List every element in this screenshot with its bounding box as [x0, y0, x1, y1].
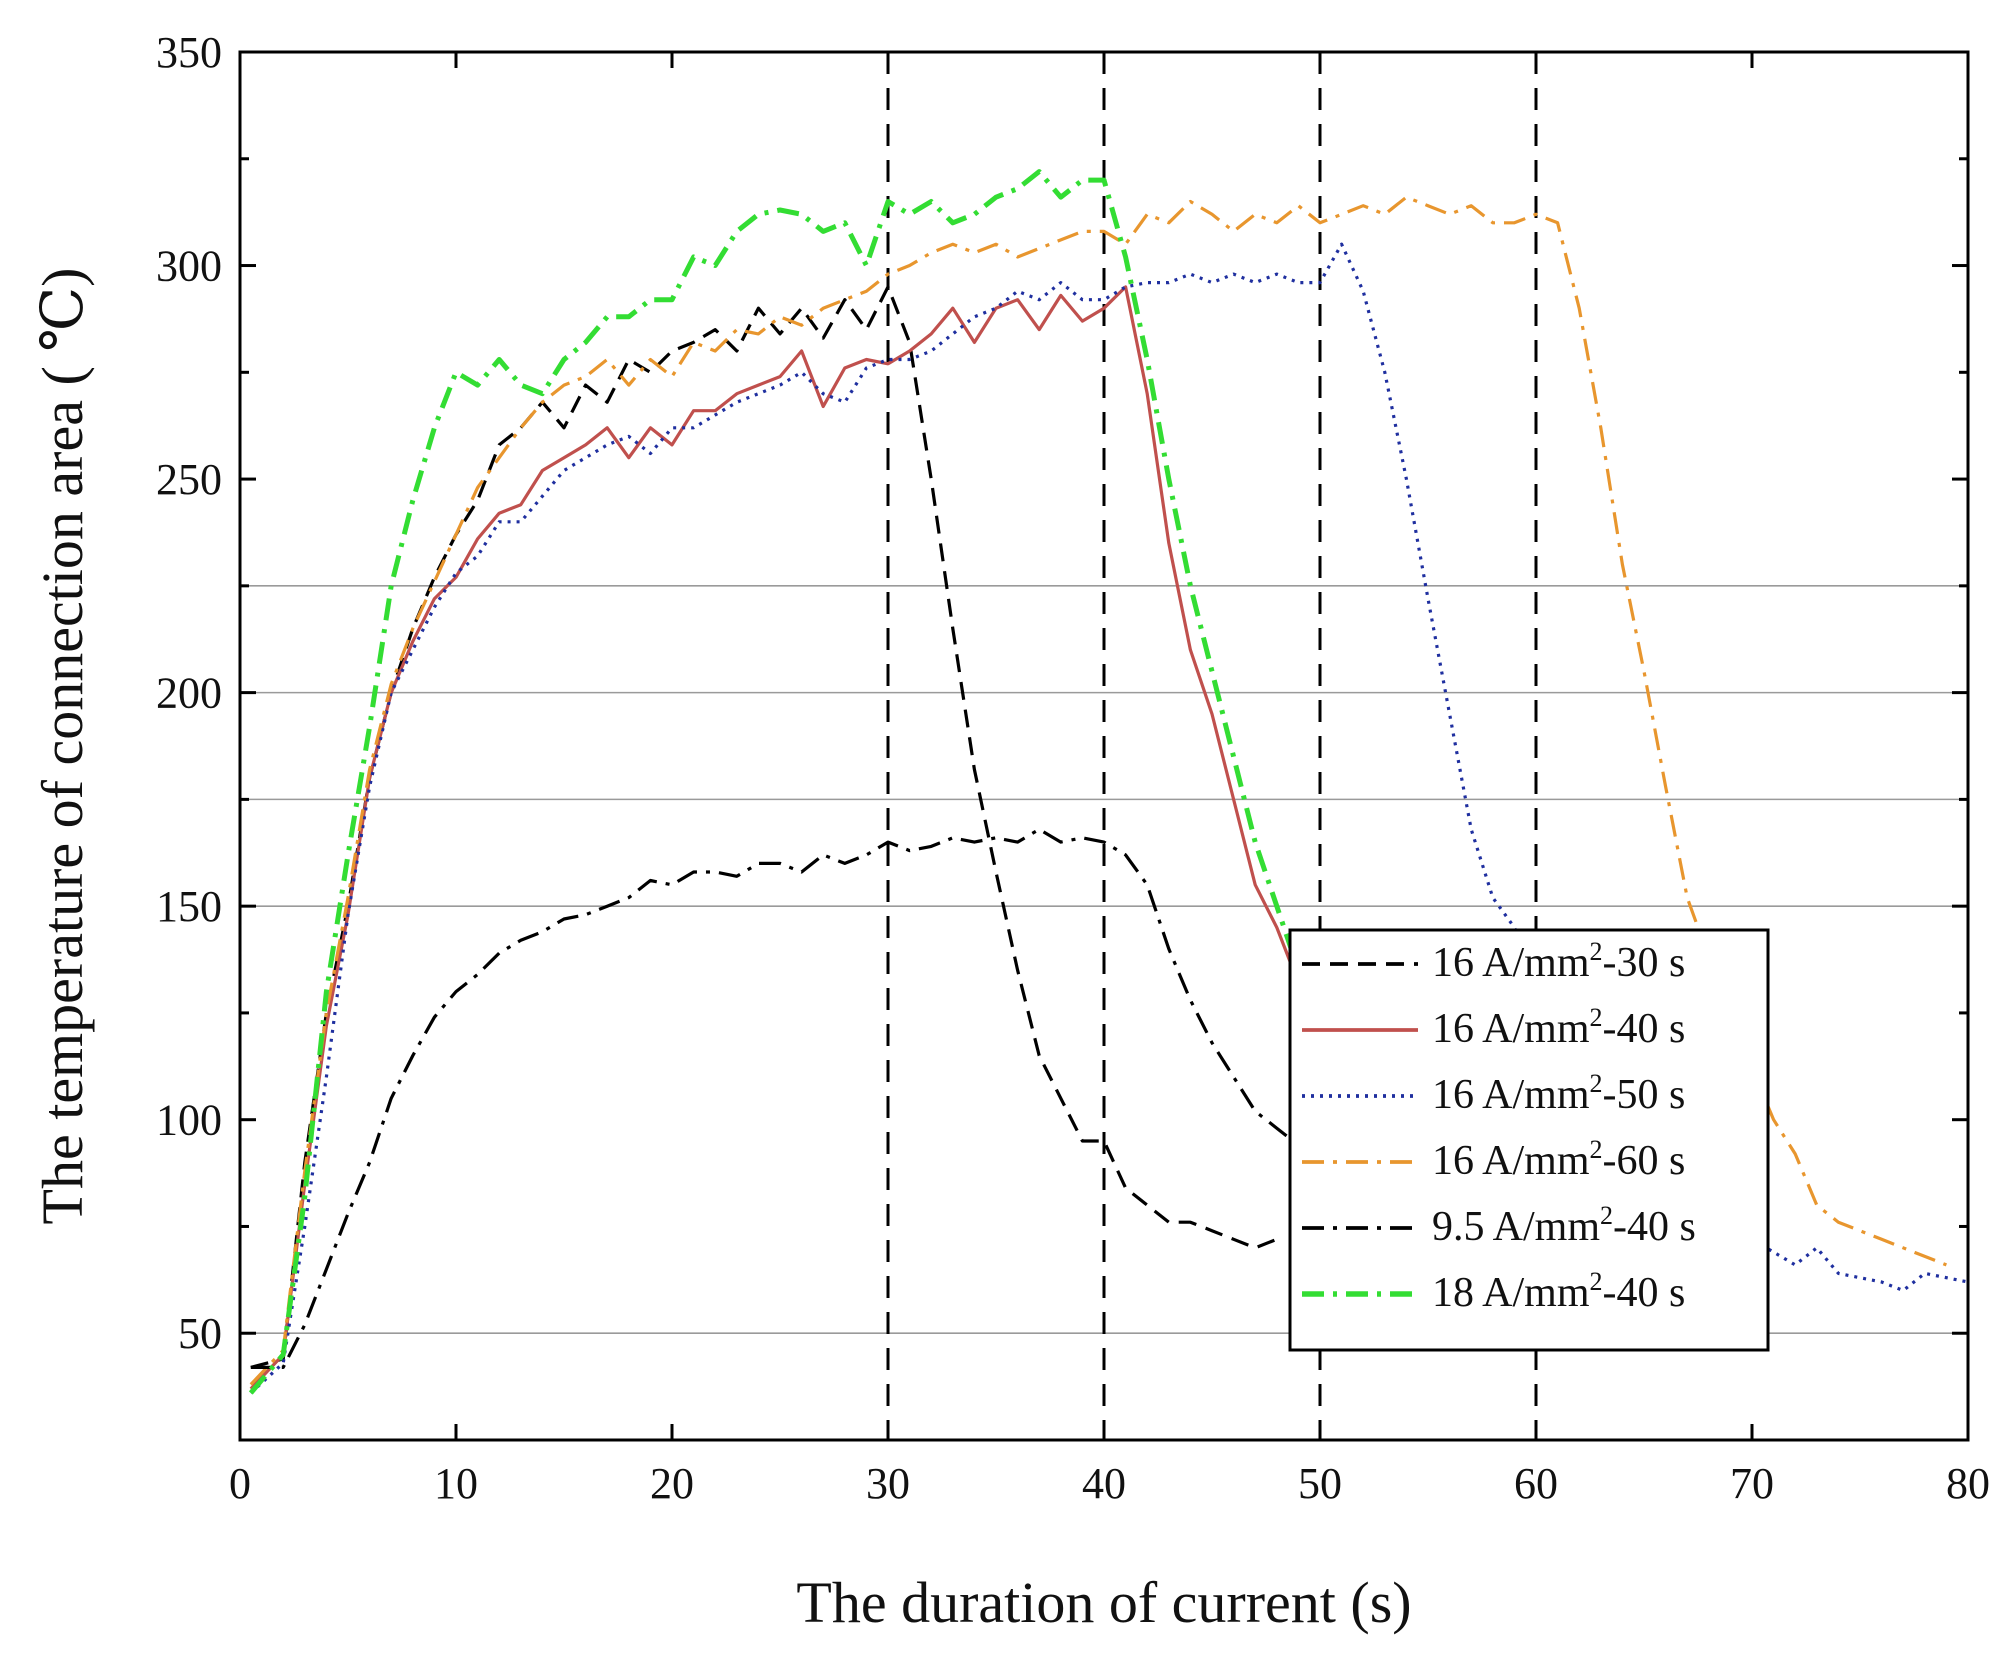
- y-axis-label: The temperature of connection area ( ℃): [30, 268, 95, 1225]
- legend-box: [1288, 928, 1770, 1352]
- legend: 16 A/mm2-30 s16 A/mm2-40 s16 A/mm2-50 s1…: [1288, 928, 1770, 1352]
- x-tick-label-40: 40: [1082, 1459, 1126, 1508]
- y-tick-label-250: 250: [156, 455, 222, 504]
- legend-label-superscript: 2: [1590, 1003, 1603, 1032]
- x-tick-label-60: 60: [1514, 1459, 1558, 1508]
- series-line-2: [249, 285, 1300, 1390]
- legend-label-base: 9.5 A/mm: [1432, 1204, 1600, 1250]
- series-line-5: [250, 827, 1300, 1369]
- legend-label-suffix: -40 s: [1613, 1204, 1696, 1250]
- legend-label-base: 16 A/mm: [1432, 1006, 1590, 1052]
- y-tick-label-150: 150: [156, 882, 222, 931]
- legend-label-superscript: 2: [1590, 937, 1603, 966]
- legend-label-2: 16 A/mm2-40 s: [1432, 1003, 1685, 1052]
- legend-label-3: 16 A/mm2-50 s: [1432, 1069, 1685, 1118]
- legend-label-1: 16 A/mm2-30 s: [1432, 937, 1685, 986]
- series-line-4: [249, 195, 1947, 1386]
- x-axis-label: The duration of current (s): [796, 1570, 1411, 1635]
- y-tick-label-50: 50: [178, 1309, 222, 1358]
- y-tick-label-200: 200: [156, 669, 222, 718]
- legend-label-base: 16 A/mm: [1432, 940, 1590, 986]
- series-line-3: [249, 242, 1969, 1395]
- x-tick-label-0: 0: [229, 1459, 251, 1508]
- series-line-1: [250, 285, 1278, 1369]
- series-layer: [248, 169, 1969, 1395]
- x-tick-label-80: 80: [1946, 1459, 1990, 1508]
- x-tick-label-30: 30: [866, 1459, 910, 1508]
- legend-label-superscript: 2: [1600, 1201, 1613, 1230]
- tick-layer: 0 10 20 30 40 50 60 70 80 50 100 150 200 250 300 350: [156, 28, 1990, 1508]
- legend-label-suffix: -40 s: [1603, 1270, 1686, 1316]
- legend-label-base: 18 A/mm: [1432, 1270, 1590, 1316]
- y-tick-label-300: 300: [156, 242, 222, 291]
- legend-label-base: 16 A/mm: [1432, 1072, 1590, 1118]
- y-tick-label-100: 100: [156, 1096, 222, 1145]
- x-tick-label-70: 70: [1730, 1459, 1774, 1508]
- series-line-6: [248, 169, 1301, 1395]
- legend-label-superscript: 2: [1590, 1069, 1603, 1098]
- x-tick-label-50: 50: [1298, 1459, 1342, 1508]
- legend-label-4: 16 A/mm2-60 s: [1432, 1135, 1685, 1184]
- legend-label-suffix: -30 s: [1603, 940, 1686, 986]
- legend-label-base: 16 A/mm: [1432, 1138, 1590, 1184]
- legend-label-6: 18 A/mm2-40 s: [1432, 1267, 1685, 1316]
- y-tick-label-350: 350: [156, 28, 222, 77]
- legend-label-suffix: -60 s: [1603, 1138, 1686, 1184]
- x-tick-label-20: 20: [650, 1459, 694, 1508]
- legend-label-suffix: -50 s: [1603, 1072, 1686, 1118]
- legend-label-suffix: -40 s: [1603, 1006, 1686, 1052]
- legend-label-5: 9.5 A/mm2-40 s: [1432, 1201, 1696, 1250]
- legend-label-superscript: 2: [1590, 1135, 1603, 1164]
- x-tick-label-10: 10: [434, 1459, 478, 1508]
- legend-label-superscript: 2: [1590, 1267, 1603, 1296]
